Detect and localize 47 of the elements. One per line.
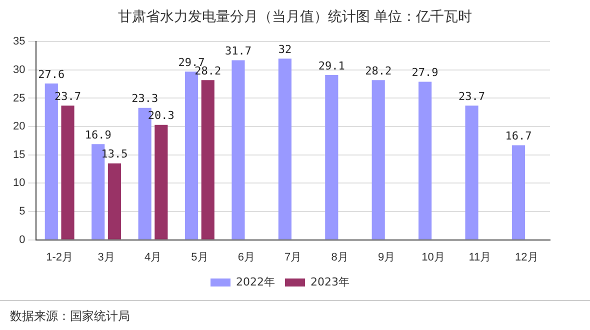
data-label: 23.3 [132, 92, 158, 106]
y-tick-label: 15 [12, 148, 26, 161]
data-label: 27.6 [38, 68, 65, 81]
data-label: 29.1 [318, 59, 345, 72]
bar [232, 60, 245, 240]
bar [418, 82, 432, 240]
data-label: 31.7 [224, 44, 252, 58]
y-tick-label: 35 [12, 36, 26, 48]
x-tick-label: 7月 [284, 251, 302, 264]
x-tick-label: 6月 [238, 251, 255, 264]
bar [154, 124, 168, 240]
data-label: 28.2 [365, 64, 392, 78]
y-tick-label: 10 [12, 177, 26, 190]
bar [372, 80, 385, 240]
bar [61, 106, 74, 240]
x-tick-label: 1-2月 [46, 251, 74, 264]
bar [278, 58, 292, 240]
data-label: 13.5 [101, 148, 128, 161]
y-tick-label: 30 [12, 64, 26, 76]
chart-title: 甘肃省水力发电量分月（当月值）统计图 单位：亿千瓦时 [116, 8, 474, 26]
data-label: 16.7 [505, 130, 532, 143]
data-label: 23.7 [54, 90, 82, 103]
x-tick-label: 4月 [144, 251, 162, 264]
bar [201, 80, 214, 240]
y-tick-label: 20 [12, 120, 26, 133]
x-tick-label: 5月 [191, 251, 208, 264]
x-tick-label: 10月 [422, 251, 445, 264]
data-label: 32 [278, 42, 292, 56]
x-tick-label: 9月 [378, 251, 396, 264]
x-tick-label: 11月 [468, 251, 492, 264]
bar [465, 106, 478, 240]
data-label: 16.9 [84, 128, 112, 142]
bar [108, 163, 122, 240]
x-tick-label: 3月 [98, 251, 115, 264]
source-note: 数据来源：国家统计局 [10, 308, 130, 325]
bar [325, 75, 338, 240]
data-label: 23.7 [458, 90, 486, 103]
data-label: 27.9 [412, 66, 438, 80]
bar [512, 145, 526, 240]
legend-label: 2023年 [310, 275, 350, 288]
x-tick-label: 8月 [331, 251, 348, 264]
y-tick-label: 25 [12, 92, 26, 104]
y-tick-label: 5 [19, 206, 26, 218]
legend-label: 2022年 [236, 275, 276, 288]
x-tick-label: 12月 [515, 251, 538, 264]
data-label: 20.3 [148, 109, 174, 122]
y-tick-label: 0 [19, 234, 26, 246]
